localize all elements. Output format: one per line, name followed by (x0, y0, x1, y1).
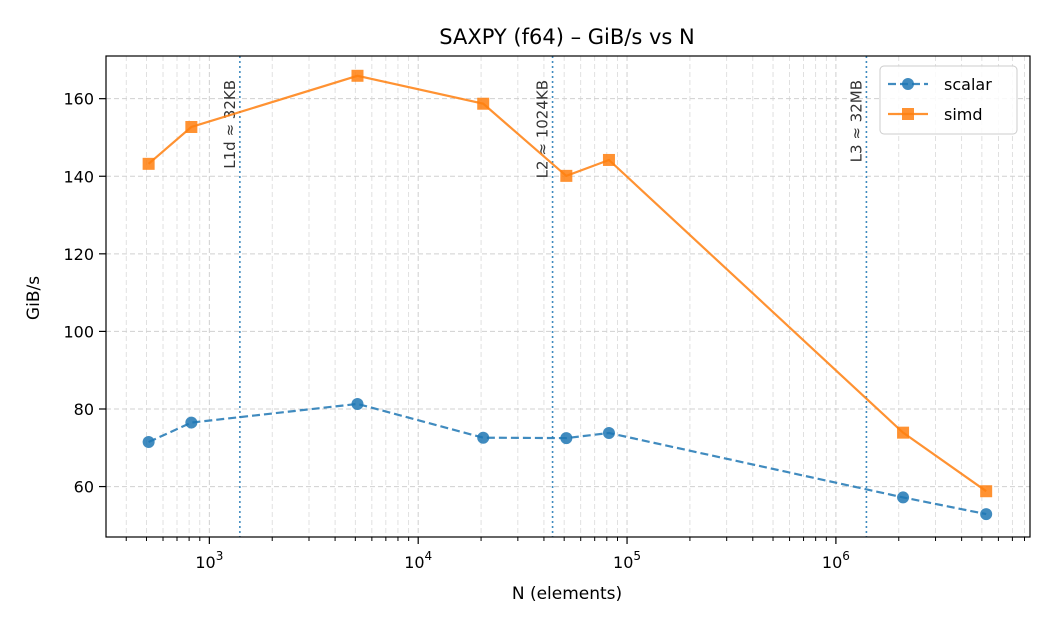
simd-data-point (351, 69, 364, 82)
scalar-legend-label: scalar (944, 75, 992, 94)
scalar-data-point (142, 435, 155, 448)
scalar-data-point (185, 416, 198, 429)
simd-data-point (602, 153, 615, 166)
scalar-data-point (477, 431, 490, 444)
y-axis-label: GiB/s (24, 276, 44, 320)
simd-series-line (147, 74, 987, 493)
scalar-data-point (897, 491, 910, 504)
scalar-series-line (148, 402, 987, 516)
simd-data-point (560, 169, 573, 182)
legend: scalar simd (879, 65, 1018, 135)
scalar-legend-marker (902, 78, 914, 90)
y-tick-label: 120 (63, 245, 94, 264)
simd-data-point (477, 97, 490, 110)
chart-title: SAXPY (f64) – GiB/s vs N (439, 25, 695, 49)
x-axis-label: N (elements) (512, 584, 622, 604)
scalar-data-point (560, 432, 573, 445)
cache-boundary-label: L2 ≈ 1024KB (534, 80, 552, 178)
scalar-data-point (602, 427, 615, 440)
simd-data-point (185, 120, 198, 133)
scalar-data-point (980, 508, 993, 521)
cache-boundary-label: L3 ≈ 32MB (847, 80, 865, 162)
simd-data-point (142, 157, 155, 170)
y-tick-label: 100 (63, 322, 94, 341)
cache-boundary-label: L1d ≈ 32KB (221, 80, 239, 169)
axis-ticks: 103 104 105 106 60 80 100 120 140 160 (63, 90, 1026, 572)
y-tick-label: 80 (74, 400, 94, 419)
x-tick-label: 103 (195, 549, 223, 572)
cache-markers: L1d ≈ 32KB L2 ≈ 1024KB L3 ≈ 32MB (221, 56, 868, 537)
series-group (142, 69, 993, 521)
scalar-data-point (351, 397, 364, 410)
x-tick-label: 106 (822, 549, 850, 572)
simd-data-point (980, 485, 993, 498)
simd-legend-label: simd (944, 105, 983, 124)
simd-data-point (897, 426, 910, 439)
x-tick-label: 104 (404, 549, 432, 572)
grid (106, 56, 1030, 537)
y-tick-label: 60 (74, 478, 94, 497)
x-tick-label: 105 (613, 549, 641, 572)
y-tick-label: 140 (63, 167, 94, 186)
simd-legend-marker (902, 108, 914, 120)
y-tick-label: 160 (63, 90, 94, 109)
plot-frame (105, 55, 1031, 538)
